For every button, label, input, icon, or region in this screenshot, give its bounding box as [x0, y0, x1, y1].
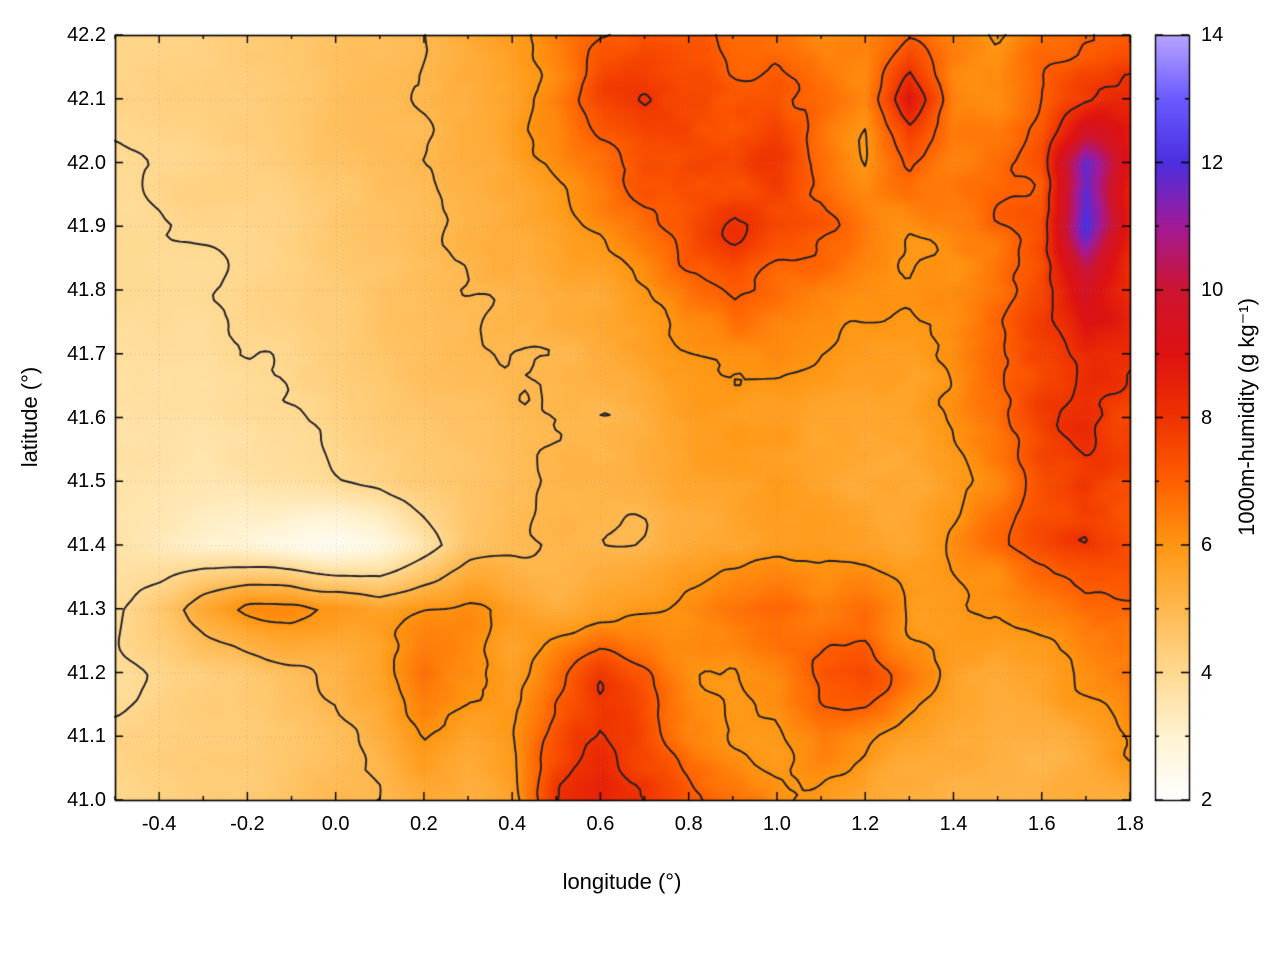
colorbar-tick-label: 2 — [1201, 789, 1213, 811]
y-tick-label: 41.0 — [67, 789, 106, 811]
x-tick-label: -0.4 — [141, 813, 177, 835]
colorbar-tick-label: 14 — [1201, 24, 1224, 46]
colorbar-tick-label: 4 — [1201, 661, 1213, 684]
y-tick-label: 41.8 — [67, 279, 106, 301]
y-tick-label: 41.5 — [67, 470, 106, 493]
y-tick-label: 41.4 — [67, 534, 106, 556]
x-tick-label: 1.2 — [851, 813, 880, 835]
x-tick-label: 0.2 — [410, 813, 438, 835]
x-tick-label: 0.8 — [674, 813, 703, 835]
x-tick-label: 1.8 — [1116, 813, 1144, 835]
x-tick-label: 1.0 — [763, 813, 791, 835]
y-tick-label: 41.1 — [67, 725, 106, 748]
y-tick-label: 42.1 — [67, 87, 106, 110]
y-tick-label: 41.2 — [67, 661, 106, 684]
x-tick-label: 0.4 — [498, 813, 527, 835]
y-tick-label: 41.6 — [67, 406, 106, 429]
x-tick-label: -0.2 — [230, 813, 265, 835]
x-tick-label: 0.6 — [586, 813, 615, 835]
y-tick-label: 42.2 — [67, 24, 106, 46]
colorbar-tick-label: 6 — [1201, 534, 1213, 556]
x-tick-label: 1.4 — [939, 813, 968, 835]
x-tick-label: 0.0 — [321, 813, 350, 835]
colorbar-tick-label: 12 — [1201, 151, 1224, 174]
y-tick-label: 42.0 — [67, 151, 106, 174]
colorbar-tick-label: 8 — [1201, 406, 1213, 429]
y-tick-label: 41.3 — [67, 597, 106, 620]
x-tick-label: 1.6 — [1027, 813, 1056, 835]
y-tick-label: 41.9 — [67, 215, 106, 238]
colorbar-tick-label: 10 — [1201, 279, 1224, 301]
x-axis-label: longitude (°) — [562, 869, 682, 894]
y-tick-label: 41.7 — [67, 342, 106, 365]
